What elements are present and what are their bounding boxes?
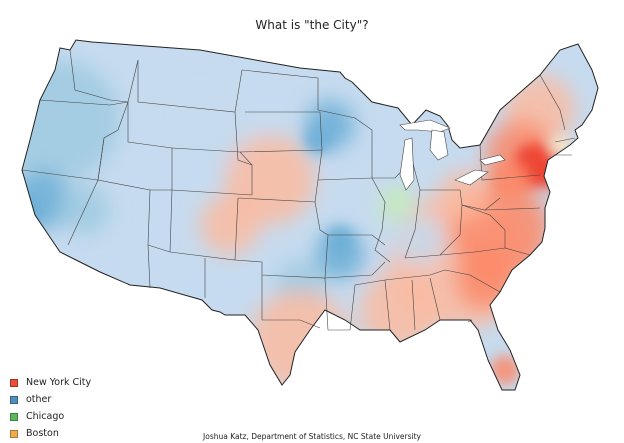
heat-blob (326, 226, 354, 254)
legend-swatch (10, 378, 18, 387)
heat-blob (22, 60, 120, 180)
legend-swatch (10, 412, 18, 421)
map-container (0, 30, 624, 425)
legend-label: Boston (26, 428, 59, 439)
legend-swatch (10, 429, 18, 438)
heat-blob (22, 170, 70, 230)
legend-label: New York City (26, 377, 92, 388)
legend: New York City other Chicago Boston (10, 375, 91, 443)
us-dialect-map (21, 39, 599, 391)
heat-blob (440, 170, 490, 220)
legend-item: Boston (10, 426, 91, 441)
heat-layer (22, 40, 598, 390)
heat-blob (490, 355, 520, 385)
heat-blob (200, 195, 260, 255)
heat-blob (395, 215, 445, 265)
heat-blob (304, 126, 332, 154)
great-lakes (399, 119, 506, 191)
us-outline (21, 39, 599, 391)
heat-blob (60, 185, 110, 235)
heat-blob (541, 161, 569, 189)
legend-item: Chicago (10, 409, 91, 424)
state-borders (21, 49, 576, 343)
legend-label: other (26, 394, 52, 405)
heat-blob (492, 162, 528, 198)
credit-text: Joshua Katz, Department of Statistics, N… (203, 432, 421, 441)
map-title: What is "the City"? (255, 18, 369, 32)
legend-label: Chicago (26, 411, 65, 422)
legend-item: New York City (10, 375, 91, 390)
heat-blob (250, 290, 350, 390)
heat-blob (388, 190, 408, 210)
heat-blob (140, 50, 260, 170)
legend-swatch (10, 395, 18, 404)
legend-item: other (10, 392, 91, 407)
